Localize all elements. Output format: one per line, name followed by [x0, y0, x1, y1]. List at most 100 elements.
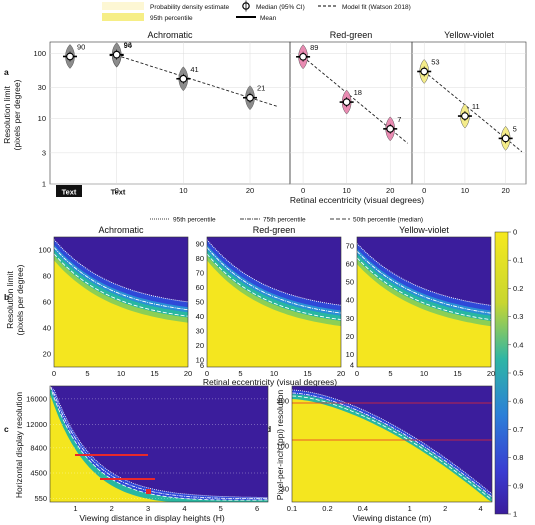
- median-point: [501, 134, 510, 143]
- panel-b-heatmap-2-band: [357, 264, 491, 367]
- panel-b-ytick: 70: [346, 242, 354, 251]
- panel-b-title-0: Achromatic: [98, 225, 144, 235]
- panel-b-heatmap-0-percentile-line: [53, 247, 189, 311]
- median-point: [66, 52, 74, 61]
- panel-d-xtick: 2: [443, 504, 447, 513]
- panel-b-heatmap-2-percentile-line: [356, 243, 492, 306]
- panel-d: Pixel-per-inch (ppi) resolution Viewing …: [275, 385, 493, 523]
- colorbar-tick-label: 0.5: [513, 369, 523, 378]
- median-point: [461, 112, 469, 120]
- panel-d-percentile-line: [291, 389, 493, 495]
- panel-a-xtick: 0: [422, 186, 426, 195]
- legend-top: Probability density estimate 95th percen…: [102, 0, 411, 22]
- panel-d-percentile-line: [291, 392, 493, 498]
- panel-c-xlabel: Viewing distance in display heights (H): [79, 513, 225, 523]
- value-label: 96: [124, 41, 132, 50]
- panel-a-xtick: 20: [501, 186, 509, 195]
- panel-b-xtick: 15: [303, 369, 311, 378]
- panel-b-ytick: 4: [350, 361, 354, 370]
- panel-b-xtick: 10: [420, 369, 428, 378]
- panel-b-xtick: 0: [355, 369, 359, 378]
- panel-d-xlabel: Viewing distance (m): [353, 513, 432, 523]
- panel-b-ytick: 30: [346, 314, 354, 323]
- value-label: 90: [77, 42, 85, 51]
- panel-d-percentile-line: [291, 395, 493, 501]
- panel-c-ytick: 4500: [30, 469, 47, 478]
- panel-b-ytick: 40: [196, 312, 204, 321]
- panel-a-ylabel-line2: (pixels per degree): [12, 79, 22, 150]
- panel-b-heatmap-1-percentile-line: [206, 253, 342, 321]
- legend-density-swatch: [102, 2, 144, 10]
- panel-a-xtick: 10: [179, 186, 187, 195]
- colorbar: [494, 231, 509, 515]
- panel-b-xtick: 5: [238, 369, 242, 378]
- panel-b-xlabel: Retinal eccentricity (visual degrees): [203, 377, 337, 387]
- value-label: 53: [431, 57, 439, 66]
- colorbar-tick-label: 0.7: [513, 425, 523, 434]
- panel-a-fit-line-0: [116, 54, 277, 107]
- panel-a-title-1: Red-green: [330, 30, 373, 40]
- panel-b-ytick: 50: [346, 278, 354, 287]
- panel-b-xtick: 10: [117, 369, 125, 378]
- panel-b-xtick: 15: [453, 369, 461, 378]
- panel-b-heatmap-0-frame: [53, 236, 189, 368]
- median-point: [342, 98, 351, 106]
- panel-b-ytick: 10: [346, 350, 354, 359]
- colorbar-tick-label: 0.8: [513, 453, 523, 462]
- panel-b-heatmap-2-percentile-line: [356, 257, 492, 321]
- median-point: [386, 125, 395, 133]
- panel-c-xtick: 4: [182, 504, 186, 513]
- panel-c-ytick: 550: [34, 494, 47, 503]
- panel-b-ytick: 30: [196, 326, 204, 335]
- panel-a-fit-line-1: [302, 56, 408, 144]
- median-point: [420, 67, 429, 76]
- panel-b-ytick: 6: [200, 361, 204, 370]
- panel-b-title-1: Red-green: [253, 225, 296, 235]
- panel-c-ytick: 12000: [26, 420, 47, 429]
- panel-b-ytick: 10: [196, 355, 204, 364]
- panel-b-xtick: 20: [487, 369, 495, 378]
- panel-a-xtick: 10: [461, 186, 469, 195]
- panel-letter-c: c: [4, 424, 9, 434]
- panel-d-ylabel: Pixel-per-inch (ppi) resolution: [275, 389, 285, 500]
- legend-density-label: Probability density estimate: [150, 4, 230, 11]
- panel-a-frame-1: [289, 41, 413, 185]
- panel-b-xtick: 20: [337, 369, 345, 378]
- text-box-black: [56, 185, 82, 197]
- legend-p95-swatch: [102, 13, 144, 21]
- panel-c-xtick: 2: [110, 504, 114, 513]
- colorbar-tick-label: 0.3: [513, 312, 523, 321]
- value-label: 89: [310, 43, 318, 52]
- legend-mid-p75: 75th percentile: [263, 217, 306, 224]
- panel-letter-a: a: [4, 67, 9, 77]
- panel-b-ytick: 60: [43, 298, 51, 307]
- panel-b-ytick: 90: [196, 240, 204, 249]
- panel-a-title-2: Yellow-violet: [444, 30, 494, 40]
- panel-b-xtick: 20: [184, 369, 192, 378]
- panel-c-percentile-line: [49, 385, 269, 501]
- panel-c-annotation-marker: [146, 489, 151, 494]
- colorbar-tick-label: 0.1: [513, 256, 523, 265]
- panel-letter-b: b: [4, 292, 9, 302]
- panel-b-title-2: Yellow-violet: [399, 225, 449, 235]
- panel-b-heatmap-1-percentile-line: [206, 247, 342, 314]
- legend-median-label: Median (95% CI): [256, 4, 305, 11]
- panel-c-frame: [49, 385, 269, 503]
- panel-d-xtick: 0.1: [287, 504, 297, 513]
- panel-b-ytick: 100: [38, 246, 51, 255]
- legend-mid-p95: 95th percentile: [173, 217, 216, 224]
- legend-p95-label: 95th percentile: [150, 15, 193, 22]
- panel-a-ytick: 100: [33, 49, 46, 58]
- panel-letter-d: d: [266, 424, 271, 434]
- value-label: 11: [472, 102, 480, 111]
- panel-a-xlabel: Retinal eccentricity (visual degrees): [290, 195, 424, 205]
- median-point: [299, 52, 307, 61]
- panel-a-xtick: 20: [386, 186, 394, 195]
- panel-c-xtick: 5: [219, 504, 223, 513]
- panel-b-ytick: 20: [196, 341, 204, 350]
- panel-b-ytick: 80: [43, 272, 51, 281]
- panel-d-xtick: 1: [408, 504, 412, 513]
- value-label: 7: [397, 115, 401, 124]
- colorbar-tick-label: 0.6: [513, 397, 523, 406]
